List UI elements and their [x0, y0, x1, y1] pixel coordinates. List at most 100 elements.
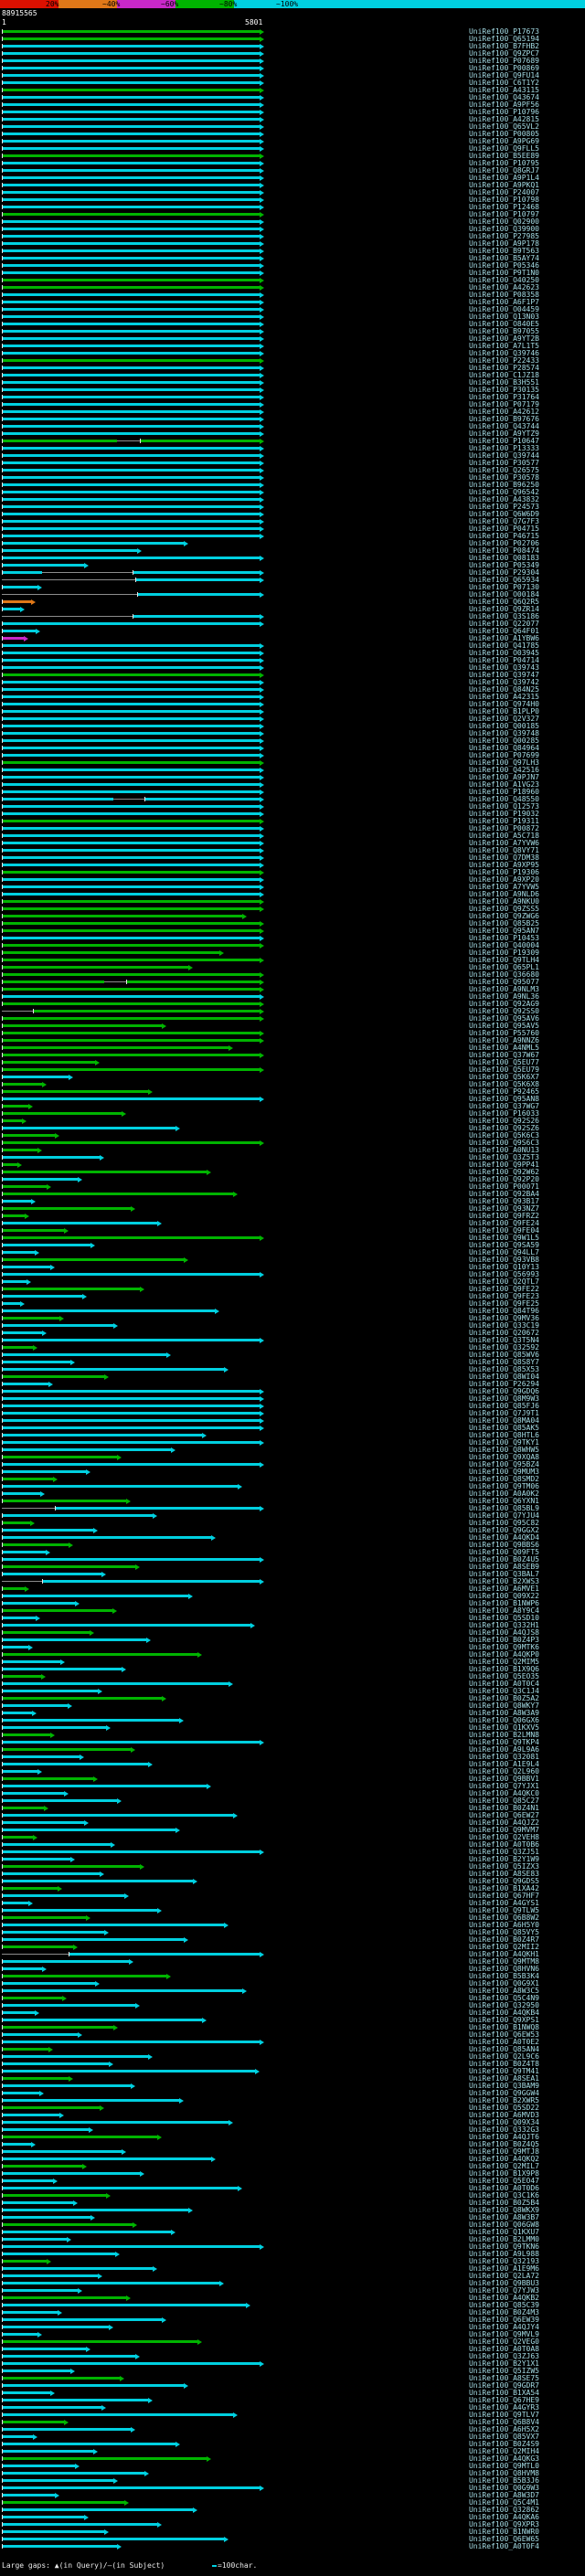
hit-label[interactable]: UniRef100_P05349 [468, 561, 539, 569]
hit-label[interactable]: UniRef100_Q2L9C6 [468, 2052, 539, 2061]
hit-bar[interactable] [2, 1054, 260, 1056]
hit-label[interactable]: UniRef100_P22433 [468, 356, 539, 365]
hit-bar[interactable] [2, 498, 260, 501]
hit-bar[interactable] [2, 1397, 260, 1400]
hit-bar[interactable] [2, 600, 31, 603]
hit-bar[interactable] [2, 410, 260, 413]
hit-label[interactable]: UniRef100_Q10Y13 [468, 1263, 539, 1271]
hit-label[interactable]: UniRef100_P92465 [468, 1087, 539, 1096]
hit-label[interactable]: UniRef100_Q65PL1 [468, 963, 539, 971]
hit-bar[interactable] [2, 2377, 120, 2380]
hit-label[interactable]: UniRef100_Q65934 [468, 576, 539, 584]
hit-label[interactable]: UniRef100_B0Z5B4 [468, 2199, 539, 2207]
hit-bar[interactable] [2, 469, 260, 472]
hit-label[interactable]: UniRef100_B2Y1X1 [468, 2359, 539, 2368]
hit-label[interactable]: UniRef100_Q332H1 [468, 1621, 539, 1629]
hit-label[interactable]: UniRef100_Q6B8V4 [468, 2418, 539, 2426]
hit-label[interactable]: UniRef100_Q2VEH8 [468, 1833, 539, 1841]
hit-bar[interactable] [2, 111, 260, 113]
hit-bar[interactable] [2, 644, 260, 647]
hit-label[interactable]: UniRef100_Q26575 [468, 466, 539, 474]
hit-bar[interactable] [2, 2194, 107, 2197]
hit-label[interactable]: UniRef100_Q5EU77 [468, 1058, 539, 1066]
hit-bar[interactable] [2, 1536, 211, 1539]
hit-label[interactable]: UniRef100_Q84964 [468, 744, 539, 752]
hit-bar[interactable] [2, 2033, 78, 2036]
hit-bar[interactable] [2, 695, 260, 698]
hit-label[interactable]: UniRef100_Q5EU79 [468, 1065, 539, 1074]
hit-bar[interactable] [2, 1119, 22, 1122]
hit-bar[interactable] [2, 440, 118, 442]
hit-label[interactable]: UniRef100_Q8S8Y7 [468, 1358, 539, 1366]
hit-label[interactable]: UniRef100_A8W3C5 [468, 1987, 539, 1995]
hit-bar[interactable] [2, 1741, 260, 1744]
hit-bar[interactable] [55, 1507, 260, 1510]
hit-bar[interactable] [2, 1814, 233, 1817]
hit-bar[interactable] [2, 1982, 96, 1985]
hit-bar[interactable] [2, 1229, 64, 1232]
hit-label[interactable]: UniRef100_Q9FE25 [468, 1299, 539, 1308]
hit-bar[interactable] [2, 1207, 131, 1210]
hit-label[interactable]: UniRef100_Q3BAL7 [468, 1570, 539, 1578]
hit-label[interactable]: UniRef100_Q6Q2R5 [468, 598, 539, 606]
hit-bar[interactable] [2, 249, 260, 252]
hit-label[interactable]: UniRef100_A1E9L4 [468, 1760, 539, 1768]
hit-bar[interactable] [2, 2296, 127, 2299]
hit-label[interactable]: UniRef100_Q8M9W3 [468, 1394, 539, 1403]
hit-label[interactable]: UniRef100_Q2VEG0 [468, 2337, 539, 2346]
hit-label[interactable]: UniRef100_A1VG23 [468, 780, 539, 789]
hit-label[interactable]: UniRef100_Q2MIH4 [468, 2447, 539, 2455]
hit-bar[interactable] [2, 191, 260, 194]
hit-bar[interactable] [2, 2304, 247, 2306]
hit-label[interactable]: UniRef100_Q39742 [468, 678, 539, 686]
hit-bar[interactable] [2, 1412, 260, 1415]
hit-label[interactable]: UniRef100_A9NLM3 [468, 985, 539, 993]
hit-label[interactable]: UniRef100_P29304 [468, 568, 539, 577]
hit-bar[interactable] [2, 1434, 202, 1436]
hit-label[interactable]: UniRef100_P04715 [468, 525, 539, 533]
hit-bar[interactable] [2, 1390, 260, 1393]
hit-bar[interactable] [2, 1924, 225, 1926]
hit-label[interactable]: UniRef100_A42612 [468, 408, 539, 416]
hit-bar[interactable] [2, 1960, 129, 1963]
hit-label[interactable]: UniRef100_A6H5X2 [468, 2425, 539, 2433]
hit-bar[interactable] [2, 1617, 36, 1619]
hit-label[interactable]: UniRef100_A9L988 [468, 2250, 539, 2258]
hit-bar[interactable] [2, 228, 260, 230]
hit-bar[interactable] [2, 162, 260, 164]
hit-label[interactable]: UniRef100_Q9ZR14 [468, 605, 539, 613]
hit-label[interactable]: UniRef100_Q13N03 [468, 313, 539, 321]
hit-label[interactable]: UniRef100_A4QKG3 [468, 2454, 539, 2463]
hit-label[interactable]: UniRef100_A4GYR3 [468, 2403, 539, 2412]
hit-label[interactable]: UniRef100_A1E9M6 [468, 2264, 539, 2273]
hit-label[interactable]: UniRef100_O04459 [468, 305, 539, 313]
hit-bar[interactable] [2, 1405, 260, 1407]
hit-label[interactable]: UniRef100_Q95077 [468, 978, 539, 986]
hit-label[interactable]: UniRef100_Q974H0 [468, 700, 539, 708]
hit-label[interactable]: UniRef100_Q85X53 [468, 1365, 539, 1373]
hit-label[interactable]: UniRef100_Q95C82 [468, 1519, 539, 1527]
hit-bar[interactable] [2, 703, 260, 705]
hit-bar[interactable] [2, 2019, 202, 2021]
hit-bar[interactable] [2, 103, 260, 106]
hit-label[interactable]: UniRef100_P04714 [468, 656, 539, 664]
hit-label[interactable]: UniRef100_Q9PP41 [468, 1161, 539, 1169]
hit-label[interactable]: UniRef100_Q9FLL5 [468, 144, 539, 153]
hit-bar[interactable] [2, 893, 260, 896]
hit-bar[interactable] [33, 1010, 260, 1012]
hit-bar[interactable] [2, 513, 260, 515]
hit-label[interactable]: UniRef100_Q96542 [468, 488, 539, 496]
hit-bar[interactable] [2, 1076, 69, 1078]
hit-label[interactable]: UniRef100_P10453 [468, 934, 539, 942]
hit-bar[interactable] [2, 308, 260, 311]
hit-bar[interactable] [2, 425, 260, 428]
hit-label[interactable]: UniRef100_A9NKU0 [468, 897, 539, 906]
hit-label[interactable]: UniRef100_Q8WKY7 [468, 1701, 539, 1710]
hit-bar[interactable] [2, 1902, 29, 1904]
hit-bar[interactable] [2, 1967, 42, 1970]
hit-bar[interactable] [2, 2362, 260, 2365]
hit-label[interactable]: UniRef100_Q95AN7 [468, 927, 539, 935]
hit-label[interactable]: UniRef100_B2XWR5 [468, 2096, 539, 2104]
hit-label[interactable]: UniRef100_Q8HTL6 [468, 1431, 539, 1439]
hit-label[interactable]: UniRef100_Q9XPS1 [468, 2016, 539, 2024]
